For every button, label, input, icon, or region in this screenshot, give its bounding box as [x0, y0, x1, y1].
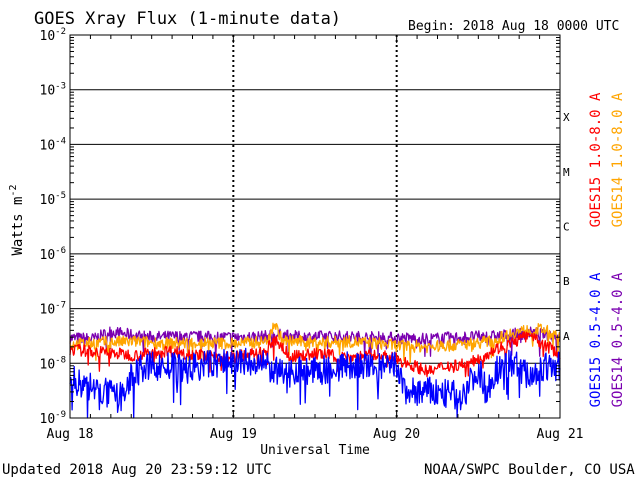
legend-bottom: GOES15 0.5-4.0 A GOES14 0.5-4.0 A — [588, 272, 626, 407]
y-tick-label: 10-6 — [40, 246, 67, 263]
credit-label: NOAA/SWPC Boulder, CO USA — [424, 462, 635, 478]
flare-class-label: A — [563, 330, 570, 343]
legend-goes14-long: GOES14 1.0-8.0 A — [610, 92, 626, 227]
updated-timestamp: Updated 2018 Aug 20 23:59:12 UTC — [2, 462, 272, 478]
y-tick-label: 10-5 — [40, 191, 67, 208]
y-tick-label: 10-9 — [40, 410, 67, 427]
x-tick-label: Aug 20 — [373, 427, 420, 442]
series-layer — [69, 322, 561, 419]
flare-class-label: X — [563, 111, 570, 124]
series-line-goes14-1-0-8-0-a — [69, 322, 561, 364]
y-tick-label: 10-4 — [40, 136, 67, 153]
y-tick-label: 10-8 — [40, 355, 67, 372]
begin-label: Begin: 2018 Aug 18 0000 UTC — [408, 19, 619, 34]
flare-class-labels: A B C M X — [563, 111, 570, 343]
x-axis-title: Universal Time — [260, 443, 370, 458]
x-axis-ticks: Aug 18 Aug 19 Aug 20 Aug 21 — [47, 35, 584, 442]
legend-goes15-short: GOES15 0.5-4.0 A — [588, 272, 604, 407]
y-tick-label: 10-7 — [40, 301, 67, 318]
series-line-goes15-1-0-8-0-a — [69, 331, 561, 378]
series-line-goes15-0-5-4-0-a — [69, 347, 561, 419]
y-axis-ticks: 10-9 10-8 10-7 10-6 10-5 10-4 10-3 10-2 — [40, 27, 560, 427]
flare-class-label: M — [563, 166, 570, 179]
x-tick-label: Aug 19 — [210, 427, 257, 442]
y-tick-label: 10-2 — [40, 27, 67, 44]
svg-text:Watts m-2: Watts m-2 — [8, 184, 26, 255]
chart-title: GOES Xray Flux (1-minute data) — [34, 9, 341, 29]
legend-goes14-short: GOES14 0.5-4.0 A — [610, 272, 626, 407]
flare-class-label: C — [563, 221, 570, 234]
x-tick-label: Aug 18 — [47, 427, 94, 442]
flare-class-label: B — [563, 275, 570, 288]
y-tick-label: 10-3 — [40, 82, 67, 99]
legend-goes15-long: GOES15 1.0-8.0 A — [588, 92, 604, 227]
legend-top: GOES15 1.0-8.0 A GOES14 1.0-8.0 A — [588, 92, 626, 227]
y-axis-title: Watts m-2 — [8, 184, 26, 255]
x-tick-label: Aug 21 — [537, 427, 584, 442]
series-line-goes14-0-5-4-0-a — [69, 326, 561, 359]
y-axis-title-exponent: -2 — [8, 184, 19, 196]
y-axis-title-text: Watts m — [10, 197, 26, 256]
